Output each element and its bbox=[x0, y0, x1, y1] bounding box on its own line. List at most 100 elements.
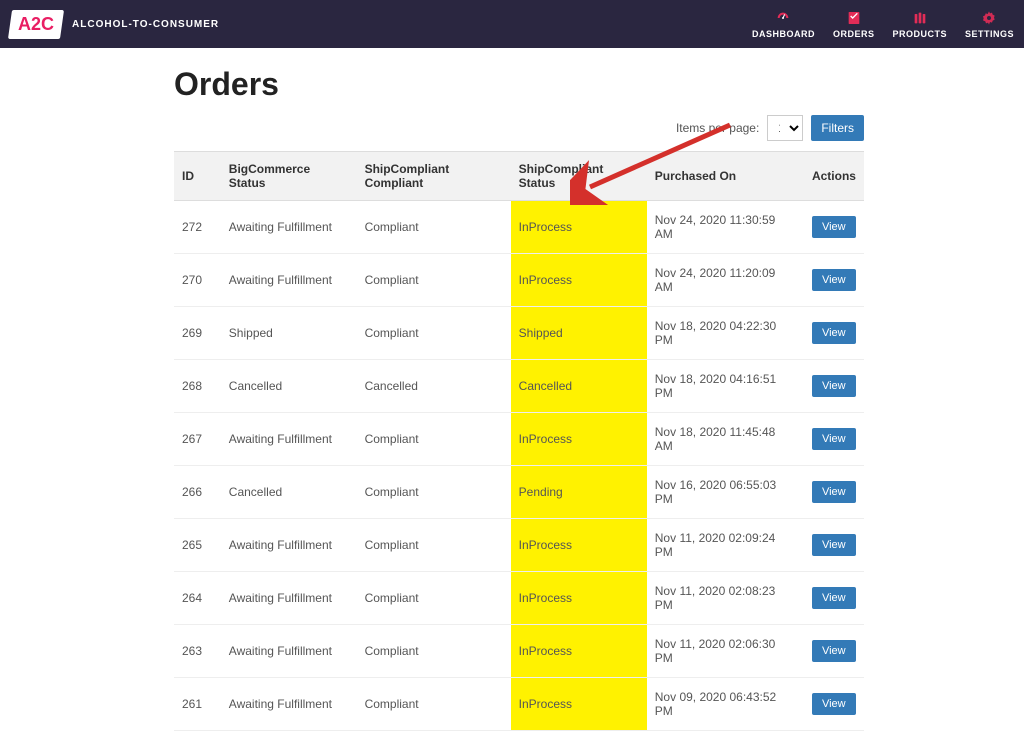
cell-sc-status: InProcess bbox=[511, 519, 647, 572]
table-header-row: ID BigCommerce Status ShipCompliant Comp… bbox=[174, 152, 864, 201]
orders-icon bbox=[845, 10, 863, 26]
cell-purchased: Nov 09, 2020 06:43:52 PM bbox=[647, 678, 804, 731]
cell-actions: View bbox=[804, 678, 864, 731]
cell-actions: View bbox=[804, 201, 864, 254]
cell-compliant: Compliant bbox=[357, 519, 511, 572]
view-button[interactable]: View bbox=[812, 216, 856, 238]
table-row: 266CancelledCompliantPendingNov 16, 2020… bbox=[174, 466, 864, 519]
cell-compliant: Compliant bbox=[357, 254, 511, 307]
cell-id: 265 bbox=[174, 519, 221, 572]
col-bc-status: BigCommerce Status bbox=[221, 152, 357, 201]
cell-sc-status: Cancelled bbox=[511, 360, 647, 413]
table-row: 261Awaiting FulfillmentCompliantInProces… bbox=[174, 678, 864, 731]
nav-dashboard[interactable]: DASHBOARD bbox=[752, 10, 815, 39]
cell-id: 263 bbox=[174, 625, 221, 678]
cell-id: 267 bbox=[174, 413, 221, 466]
col-purchased: Purchased On bbox=[647, 152, 804, 201]
cell-bc-status: Awaiting Fulfillment bbox=[221, 625, 357, 678]
cell-id: 268 bbox=[174, 360, 221, 413]
logo: A2C bbox=[8, 10, 64, 39]
cell-purchased: Nov 18, 2020 04:22:30 PM bbox=[647, 307, 804, 360]
cell-id: 272 bbox=[174, 201, 221, 254]
cell-bc-status: Awaiting Fulfillment bbox=[221, 519, 357, 572]
brand-tagline: ALCOHOL-TO-CONSUMER bbox=[72, 19, 219, 30]
cell-bc-status: Cancelled bbox=[221, 466, 357, 519]
table-row: 269ShippedCompliantShippedNov 18, 2020 0… bbox=[174, 307, 864, 360]
cell-sc-status: Shipped bbox=[511, 307, 647, 360]
logo-text: A2C bbox=[18, 14, 54, 35]
nav-orders[interactable]: ORDERS bbox=[833, 10, 875, 39]
nav-products[interactable]: PRODUCTS bbox=[892, 10, 947, 39]
cell-compliant: Compliant bbox=[357, 572, 511, 625]
cell-purchased: Nov 11, 2020 02:06:30 PM bbox=[647, 625, 804, 678]
view-button[interactable]: View bbox=[812, 693, 856, 715]
cell-sc-status: InProcess bbox=[511, 201, 647, 254]
cell-compliant: Compliant bbox=[357, 413, 511, 466]
cell-id: 264 bbox=[174, 572, 221, 625]
cell-actions: View bbox=[804, 413, 864, 466]
table-row: 268CancelledCancelledCancelledNov 18, 20… bbox=[174, 360, 864, 413]
cell-purchased: Nov 16, 2020 06:55:03 PM bbox=[647, 466, 804, 519]
cell-sc-status: InProcess bbox=[511, 678, 647, 731]
table-row: 270Awaiting FulfillmentCompliantInProces… bbox=[174, 254, 864, 307]
cell-compliant: Compliant bbox=[357, 201, 511, 254]
nav-right: DASHBOARD ORDERS PRODUCTS SETTINGS bbox=[752, 10, 1014, 39]
cell-purchased: Nov 11, 2020 02:09:24 PM bbox=[647, 519, 804, 572]
col-compliant: ShipCompliant Compliant bbox=[357, 152, 511, 201]
table-row: 264Awaiting FulfillmentCompliantInProces… bbox=[174, 572, 864, 625]
cell-bc-status: Cancelled bbox=[221, 360, 357, 413]
view-button[interactable]: View bbox=[812, 322, 856, 344]
view-button[interactable]: View bbox=[812, 534, 856, 556]
cell-purchased: Nov 18, 2020 04:16:51 PM bbox=[647, 360, 804, 413]
view-button[interactable]: View bbox=[812, 587, 856, 609]
cell-purchased: Nov 24, 2020 11:30:59 AM bbox=[647, 201, 804, 254]
cell-compliant: Compliant bbox=[357, 307, 511, 360]
nav-settings-label: SETTINGS bbox=[965, 29, 1014, 39]
cell-actions: View bbox=[804, 625, 864, 678]
brand: A2C ALCOHOL-TO-CONSUMER bbox=[10, 10, 219, 39]
items-per-page-label: Items per page: bbox=[676, 121, 759, 135]
col-id: ID bbox=[174, 152, 221, 201]
filters-button[interactable]: Filters bbox=[811, 115, 864, 141]
nav-products-label: PRODUCTS bbox=[892, 29, 947, 39]
cell-bc-status: Awaiting Fulfillment bbox=[221, 254, 357, 307]
cell-purchased: Nov 24, 2020 11:20:09 AM bbox=[647, 254, 804, 307]
cell-actions: View bbox=[804, 360, 864, 413]
cell-sc-status: Pending bbox=[511, 466, 647, 519]
items-per-page-select[interactable]: 15 bbox=[767, 115, 803, 141]
cell-sc-status: InProcess bbox=[511, 572, 647, 625]
top-navbar: A2C ALCOHOL-TO-CONSUMER DASHBOARD ORDERS… bbox=[0, 0, 1024, 48]
products-icon bbox=[911, 10, 929, 26]
cell-bc-status: Awaiting Fulfillment bbox=[221, 413, 357, 466]
cell-purchased: Nov 18, 2020 11:45:48 AM bbox=[647, 413, 804, 466]
cell-sc-status: InProcess bbox=[511, 625, 647, 678]
nav-orders-label: ORDERS bbox=[833, 29, 875, 39]
cell-sc-status: InProcess bbox=[511, 413, 647, 466]
view-button[interactable]: View bbox=[812, 640, 856, 662]
view-button[interactable]: View bbox=[812, 375, 856, 397]
view-button[interactable]: View bbox=[812, 428, 856, 450]
settings-icon bbox=[980, 10, 998, 26]
nav-dashboard-label: DASHBOARD bbox=[752, 29, 815, 39]
view-button[interactable]: View bbox=[812, 269, 856, 291]
cell-actions: View bbox=[804, 307, 864, 360]
cell-id: 266 bbox=[174, 466, 221, 519]
cell-bc-status: Awaiting Fulfillment bbox=[221, 572, 357, 625]
cell-compliant: Compliant bbox=[357, 466, 511, 519]
orders-table: ID BigCommerce Status ShipCompliant Comp… bbox=[174, 151, 864, 731]
cell-actions: View bbox=[804, 519, 864, 572]
page-title: Orders bbox=[174, 66, 864, 103]
view-button[interactable]: View bbox=[812, 481, 856, 503]
controls-row: Items per page: 15 Filters bbox=[174, 115, 864, 141]
cell-actions: View bbox=[804, 254, 864, 307]
cell-actions: View bbox=[804, 572, 864, 625]
cell-purchased: Nov 11, 2020 02:08:23 PM bbox=[647, 572, 804, 625]
cell-bc-status: Awaiting Fulfillment bbox=[221, 678, 357, 731]
cell-sc-status: InProcess bbox=[511, 254, 647, 307]
cell-compliant: Cancelled bbox=[357, 360, 511, 413]
cell-compliant: Compliant bbox=[357, 678, 511, 731]
cell-id: 270 bbox=[174, 254, 221, 307]
nav-settings[interactable]: SETTINGS bbox=[965, 10, 1014, 39]
col-actions: Actions bbox=[804, 152, 864, 201]
dashboard-icon bbox=[774, 10, 792, 26]
